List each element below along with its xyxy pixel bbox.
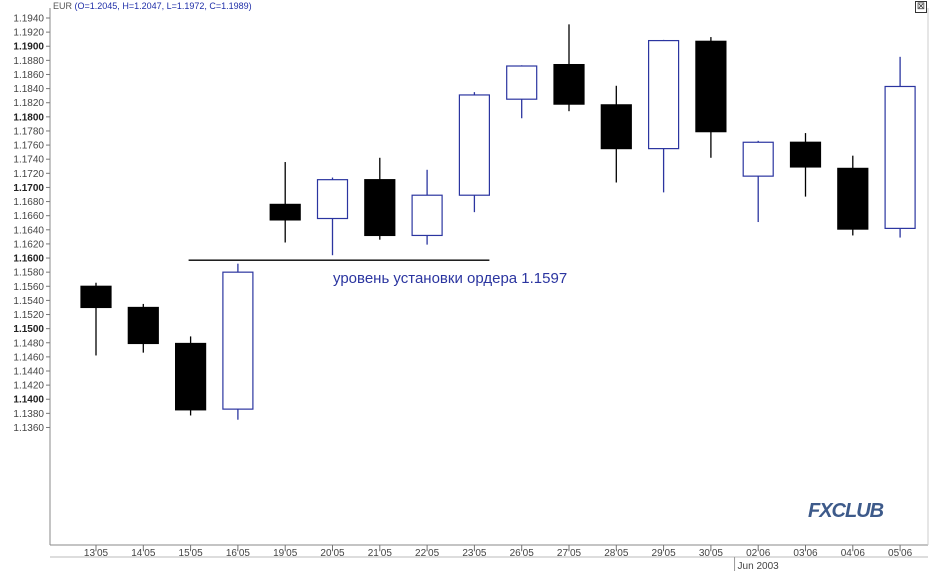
y-tick-label: 1.1800 — [13, 112, 44, 123]
x-tick-label: 02'06 — [746, 548, 771, 559]
x-tick-label: 20'05 — [320, 548, 345, 559]
candle-20-05 — [316, 177, 349, 256]
x-tick-label: 29'05 — [652, 548, 677, 559]
y-tick-label: 1.1760 — [13, 141, 44, 152]
y-tick-label: 1.1440 — [13, 367, 44, 378]
candle-body — [127, 306, 159, 345]
candle-29-05 — [647, 39, 680, 193]
y-tick-label: 1.1840 — [13, 84, 44, 95]
y-tick-label: 1.1420 — [13, 381, 44, 392]
candle-03-06 — [789, 133, 822, 197]
candle-body — [600, 104, 632, 150]
candle-body — [647, 39, 680, 150]
annotations: уровень установки ордера 1.1597 — [188, 259, 567, 287]
y-tick-label: 1.1680 — [13, 197, 44, 208]
y-tick-label: 1.1540 — [13, 296, 44, 307]
candle-body — [884, 85, 916, 229]
candle-23-05 — [458, 92, 490, 213]
candle-05-06 — [884, 56, 916, 238]
candle-body — [742, 141, 774, 177]
candle-body — [506, 65, 538, 100]
candle-body — [837, 167, 869, 230]
symbol-label: EUR — [53, 1, 73, 11]
candle-body — [789, 141, 822, 168]
axes: 1.1940 1.1920 1.1900 1.1880 1.1860 1.1840 1.18… — [13, 8, 929, 571]
y-tick-label: 1.1520 — [13, 310, 44, 321]
x-tick-label: 03'06 — [793, 548, 818, 559]
candle-body — [411, 194, 443, 237]
y-tick-label: 1.1880 — [13, 56, 44, 67]
candle-body — [316, 179, 349, 220]
x-tick-label: 14'05 — [131, 548, 156, 559]
x-tick-label: 21'05 — [368, 548, 393, 559]
y-tick-label: 1.1780 — [13, 126, 44, 137]
candle-body — [80, 285, 112, 309]
x-tick-label: 23'05 — [462, 548, 487, 559]
x-tick-label: 15'05 — [179, 548, 204, 559]
candle-body — [269, 203, 301, 221]
candle-28-05 — [600, 85, 632, 183]
candle-13-05 — [80, 282, 112, 356]
candle-body — [364, 179, 396, 237]
x-tick-label: 13'05 — [84, 548, 109, 559]
x-tick-label: 26'05 — [510, 548, 535, 559]
y-tick-label: 1.1400 — [13, 395, 44, 406]
ohlc-values: (O=1.2045, H=1.2047, L=1.1972, C=1.1989) — [74, 1, 252, 11]
candle-19-05 — [269, 162, 301, 243]
x-tick-label: 04'06 — [841, 548, 866, 559]
candle-16-05 — [222, 263, 254, 420]
candle-22-05 — [411, 169, 443, 245]
y-tick-label: 1.1940 — [13, 14, 44, 25]
candle-30-05 — [695, 37, 727, 158]
candle-body — [222, 271, 254, 410]
y-tick-label: 1.1460 — [13, 352, 44, 363]
candle-21-05 — [364, 157, 396, 240]
candle-body — [175, 342, 207, 411]
y-tick-label: 1.1480 — [13, 338, 44, 349]
y-tick-label: 1.1860 — [13, 70, 44, 81]
y-tick-label: 1.1640 — [13, 225, 44, 236]
x-tick-label: 30'05 — [699, 548, 724, 559]
y-tick-label: 1.1560 — [13, 282, 44, 293]
y-tick-label: 1.1700 — [13, 183, 44, 194]
x-tick-label: 22'05 — [415, 548, 440, 559]
period-label: Jun 2003 — [738, 561, 780, 571]
candles — [80, 24, 916, 420]
candle-body — [695, 40, 727, 133]
y-tick-label: 1.1580 — [13, 268, 44, 279]
candle-body — [458, 94, 490, 196]
x-tick-label: 05'06 — [888, 548, 913, 559]
y-tick-label: 1.1740 — [13, 155, 44, 166]
candle-body — [553, 63, 585, 105]
x-tick-label: 16'05 — [226, 548, 251, 559]
ohlc-readout: EUR (O=1.2045, H=1.2047, L=1.1972, C=1.1… — [53, 1, 252, 11]
candle-04-06 — [837, 155, 869, 236]
fxclub-logo: FXCLUB — [808, 500, 884, 522]
y-tick-label: 1.1360 — [13, 423, 44, 434]
y-tick-label: 1.1820 — [13, 98, 44, 109]
x-tick-label: 19'05 — [273, 548, 298, 559]
y-tick-label: 1.1660 — [13, 211, 44, 222]
y-tick-label: 1.1380 — [13, 409, 44, 420]
x-tick-label: 28'05 — [604, 548, 629, 559]
candle-02-06 — [742, 140, 774, 223]
y-tick-label: 1.1600 — [13, 254, 44, 265]
candle-27-05 — [553, 24, 585, 112]
y-tick-label: 1.1720 — [13, 169, 44, 180]
close-icon[interactable]: ⊠ — [915, 1, 927, 13]
x-tick-label: 27'05 — [557, 548, 582, 559]
candle-14-05 — [127, 303, 159, 353]
y-tick-label: 1.1500 — [13, 324, 44, 335]
y-tick-label: 1.1620 — [13, 239, 44, 250]
order-level-annotation: уровень установки ордера 1.1597 — [333, 270, 567, 287]
y-tick-label: 1.1900 — [13, 42, 44, 53]
candle-26-05 — [506, 65, 538, 119]
candle-15-05 — [175, 336, 207, 416]
y-tick-label: 1.1920 — [13, 28, 44, 39]
